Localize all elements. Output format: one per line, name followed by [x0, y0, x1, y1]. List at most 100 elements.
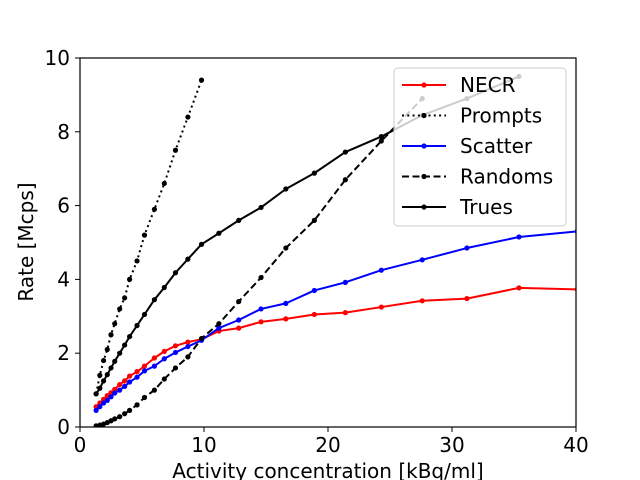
- data-point-trues: [258, 204, 264, 211]
- data-point-randoms: [127, 407, 133, 413]
- data-point-necr: [283, 316, 289, 322]
- data-point-randoms: [258, 274, 264, 281]
- data-point-trues: [172, 270, 179, 276]
- data-point-randoms: [185, 354, 191, 360]
- legend-marker-randoms: [421, 173, 427, 180]
- data-point-necr: [258, 319, 264, 325]
- data-point-trues: [185, 256, 191, 262]
- data-point-scatter: [185, 343, 191, 350]
- series-layer: [93, 73, 576, 427]
- data-point-trues: [122, 342, 128, 348]
- data-point-scatter: [117, 387, 123, 393]
- series-line-prompts: [95, 79, 203, 394]
- data-point-prompts: [100, 357, 107, 364]
- y-tick-label: 6: [57, 194, 70, 218]
- data-point-randoms: [117, 414, 123, 420]
- data-point-trues: [97, 385, 103, 391]
- data-point-scatter: [108, 394, 114, 400]
- data-point-scatter: [464, 245, 470, 251]
- data-point-randoms: [342, 177, 348, 183]
- ticks-layer: 0 10 20 30 40 0 2 4 6 8 10: [45, 46, 589, 457]
- data-point-scatter: [236, 317, 242, 323]
- data-point-necr: [127, 373, 133, 379]
- data-point-prompts: [141, 232, 148, 238]
- data-point-randoms: [112, 416, 118, 422]
- data-point-scatter: [97, 404, 103, 410]
- y-tick-label: 8: [57, 120, 70, 144]
- x-tick-label: 40: [563, 433, 588, 457]
- data-point-necr: [516, 285, 522, 291]
- legend-marker-necr: [421, 82, 427, 88]
- series-scatter: [93, 229, 576, 413]
- data-point-scatter: [93, 407, 99, 413]
- data-point-prompts: [185, 114, 191, 120]
- data-point-scatter: [342, 279, 348, 285]
- legend-marker-prompts: [421, 112, 427, 119]
- data-point-trues: [141, 311, 148, 318]
- data-point-prompts: [122, 295, 128, 301]
- data-point-prompts: [161, 180, 167, 187]
- y-tick-label: 2: [57, 341, 70, 365]
- data-point-trues: [93, 391, 99, 397]
- legend-marker-scatter: [421, 143, 427, 149]
- data-point-necr: [161, 348, 167, 354]
- data-point-trues: [104, 372, 110, 378]
- data-point-necr: [236, 325, 242, 331]
- data-point-randoms: [283, 245, 289, 251]
- legend-item-necr: NECR: [402, 73, 516, 97]
- data-point-trues: [216, 230, 222, 236]
- data-point-trues: [236, 217, 242, 223]
- data-point-trues: [108, 365, 114, 371]
- x-tick-label: 10: [191, 433, 216, 457]
- data-point-randoms: [122, 411, 128, 417]
- data-point-randoms: [161, 376, 167, 382]
- data-point-scatter: [516, 234, 522, 240]
- data-point-scatter: [151, 363, 157, 369]
- data-point-trues: [198, 241, 205, 247]
- data-point-scatter: [311, 287, 317, 294]
- x-tick-label: 0: [74, 433, 87, 457]
- y-axis-label: Rate [Mcps]: [14, 182, 38, 301]
- data-point-scatter: [258, 306, 264, 312]
- data-point-prompts: [127, 276, 133, 282]
- data-point-trues: [151, 297, 157, 303]
- series-necr: [93, 285, 576, 410]
- data-point-prompts: [112, 321, 118, 327]
- data-point-necr: [134, 369, 140, 375]
- data-point-trues: [112, 358, 118, 364]
- data-point-trues: [100, 378, 107, 384]
- data-point-necr: [185, 339, 191, 345]
- data-point-randoms: [311, 217, 317, 223]
- data-point-trues: [378, 133, 384, 140]
- data-point-scatter: [216, 325, 222, 331]
- legend-item-scatter: Scatter: [402, 134, 533, 158]
- data-point-scatter: [419, 257, 425, 263]
- data-point-necr: [342, 310, 348, 316]
- data-point-prompts: [172, 147, 179, 153]
- data-point-trues: [311, 170, 317, 176]
- data-point-scatter: [172, 349, 179, 356]
- data-point-prompts: [151, 206, 157, 212]
- data-point-prompts: [104, 346, 110, 353]
- y-tick-label: 0: [57, 415, 70, 439]
- data-point-trues: [283, 186, 289, 192]
- data-point-necr: [141, 363, 148, 369]
- data-point-scatter: [122, 383, 128, 390]
- data-point-necr: [151, 355, 157, 361]
- legend-label-randoms: Randoms: [460, 165, 553, 189]
- data-point-randoms: [172, 365, 179, 371]
- data-point-necr: [378, 304, 384, 310]
- data-point-scatter: [378, 267, 384, 273]
- data-point-randoms: [134, 402, 140, 408]
- data-point-necr: [464, 295, 470, 302]
- legend-item-randoms: Randoms: [402, 165, 553, 189]
- data-point-scatter: [127, 379, 133, 385]
- data-point-scatter: [283, 300, 289, 306]
- legend-marker-trues: [421, 204, 427, 210]
- data-point-trues: [161, 284, 167, 291]
- x-tick-label: 30: [439, 433, 464, 457]
- legend-item-prompts: Prompts: [402, 104, 542, 128]
- data-point-prompts: [108, 332, 114, 338]
- legend-item-trues: Trues: [402, 195, 513, 219]
